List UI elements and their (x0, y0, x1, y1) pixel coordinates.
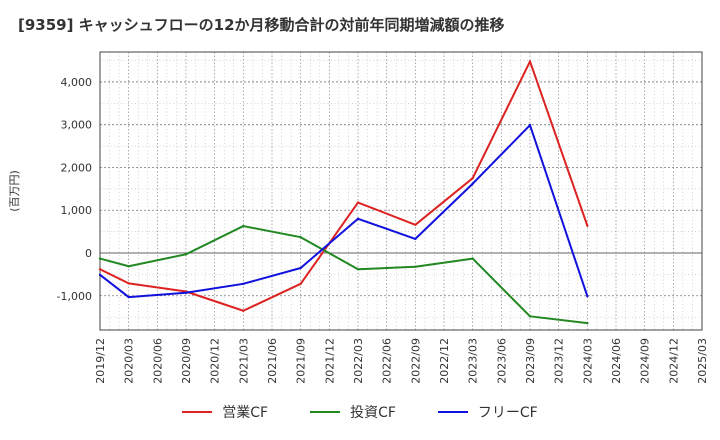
data-point (586, 224, 589, 227)
y-axis-label: (百万円) (8, 170, 21, 212)
x-tick-label: 2025/03 (696, 338, 709, 384)
data-point (356, 217, 360, 220)
y-tick-label: 4,000 (61, 76, 93, 89)
data-point (586, 321, 589, 325)
legend-item: フリーCF (437, 402, 538, 422)
x-tick-label: 2022/03 (352, 338, 365, 384)
data-point (98, 268, 102, 271)
x-tick-label: 2020/03 (123, 338, 136, 384)
data-point (242, 282, 245, 286)
data-point (356, 201, 360, 204)
x-tick-label: 2023/03 (467, 338, 480, 384)
legend-swatch (437, 411, 468, 413)
x-tick-label: 2020/09 (180, 338, 193, 384)
data-point (127, 295, 130, 299)
data-point (471, 176, 474, 180)
data-point (184, 291, 188, 294)
data-point (242, 309, 245, 312)
legend-swatch (182, 411, 213, 413)
data-point (98, 273, 102, 277)
series-line-2 (99, 225, 588, 325)
plot-border (99, 51, 703, 331)
y-tick-label: -1,000 (57, 290, 92, 303)
data-point (356, 268, 360, 271)
x-tick-label: 2023/09 (524, 338, 537, 384)
data-point (414, 223, 417, 226)
data-point (184, 253, 188, 256)
data-point (586, 295, 589, 298)
y-tick-label: 2,000 (61, 161, 93, 174)
x-tick-label: 2021/12 (323, 338, 336, 384)
y-tick-label: 1,000 (61, 204, 93, 217)
x-tick-label: 2020/06 (151, 338, 164, 384)
data-point (414, 237, 417, 241)
x-tick-label: 2024/06 (610, 338, 623, 384)
x-tick-label: 2022/12 (438, 338, 451, 384)
legend-label: 投資CF (350, 405, 396, 421)
data-point (98, 257, 102, 260)
x-tick-label: 2024/03 (581, 338, 594, 384)
x-tick-label: 2023/06 (495, 338, 508, 384)
data-point (528, 123, 532, 127)
legend-item: 投資CF (310, 402, 396, 422)
y-tick-label: 3,000 (61, 119, 93, 132)
data-point (528, 315, 532, 318)
data-point (299, 235, 302, 239)
legend-label: 営業CF (222, 405, 269, 421)
legend-swatch (310, 411, 341, 413)
chart-title: [9359] キャッシュフローの12か月移動合計の対前年同期増減額の推移 (18, 16, 505, 34)
x-tick-label: 2024/12 (667, 338, 680, 384)
data-point (127, 282, 130, 285)
legend-item: 営業CF (182, 402, 268, 422)
legend-label: フリーCF (477, 405, 538, 421)
x-tick-label: 2022/06 (381, 338, 394, 384)
data-point (299, 282, 302, 286)
data-point (127, 265, 130, 268)
data-point (471, 257, 474, 260)
chart-legend: 営業CF 投資CF フリーCF (0, 402, 720, 422)
data-point (414, 265, 417, 268)
x-tick-label: 2021/09 (295, 338, 308, 384)
y-tick-label: 0 (85, 247, 92, 260)
data-point (242, 224, 245, 228)
x-tick-label: 2022/09 (409, 338, 422, 384)
x-tick-label: 2021/06 (266, 338, 279, 384)
x-tick-label: 2020/12 (209, 338, 222, 384)
plot-area (100, 52, 702, 330)
x-tick-label: 2019/12 (94, 338, 107, 384)
x-tick-label: 2023/12 (553, 338, 566, 384)
x-tick-label: 2024/09 (639, 338, 652, 384)
x-tick-label: 2021/03 (237, 338, 250, 384)
data-point (299, 266, 302, 270)
data-point (471, 182, 474, 185)
series-line-3 (99, 124, 589, 299)
data-point (528, 60, 532, 63)
